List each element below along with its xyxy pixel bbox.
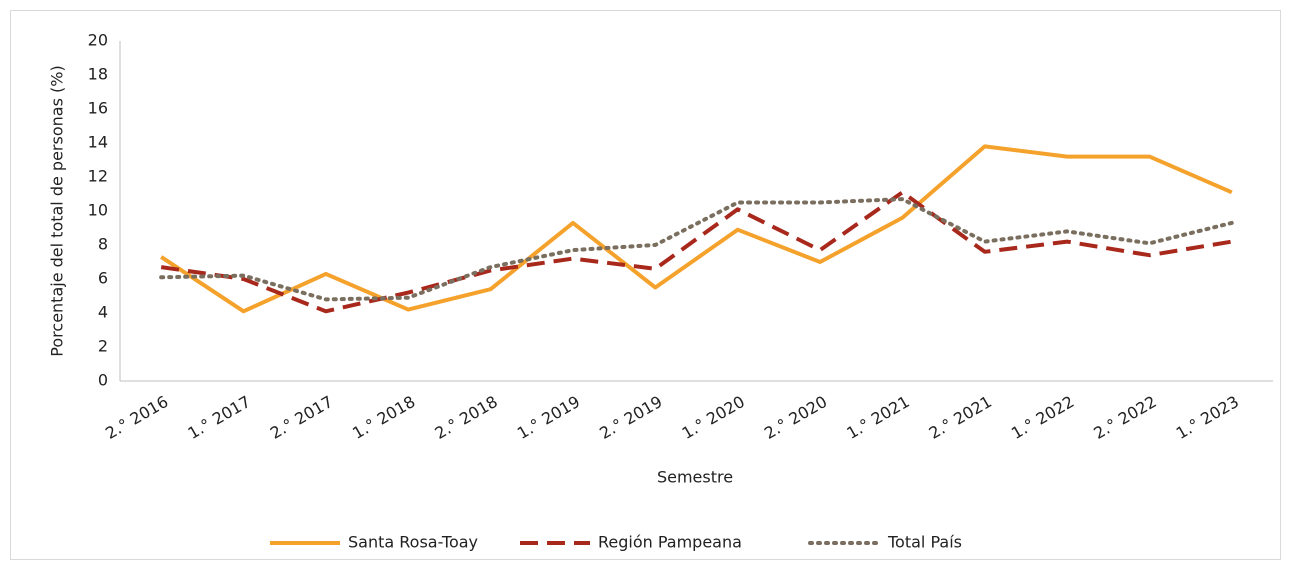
y-tick-label: 12 xyxy=(88,167,108,186)
y-tick-label: 6 xyxy=(98,269,108,288)
y-axis-label: Porcentaje del total de personas (%) xyxy=(48,65,67,356)
x-axis-label: Semestre xyxy=(657,468,733,487)
y-tick-label: 2 xyxy=(98,337,108,356)
chart-frame xyxy=(10,10,1281,560)
y-tick-label: 16 xyxy=(88,99,108,118)
y-tick-label: 14 xyxy=(88,133,108,152)
series-line xyxy=(159,197,1234,302)
y-tick-label: 4 xyxy=(98,303,108,322)
y-tick-label: 0 xyxy=(98,371,108,390)
series-line xyxy=(160,144,1233,314)
legend-label: Santa Rosa-Toay xyxy=(348,533,478,552)
legend-label: Región Pampeana xyxy=(598,533,742,552)
y-tick-label: 8 xyxy=(98,235,108,254)
y-tick-label: 18 xyxy=(88,65,108,84)
legend-label: Total País xyxy=(887,533,962,552)
y-tick-label: 20 xyxy=(88,31,108,50)
series-line xyxy=(160,190,1233,314)
y-tick-label: 10 xyxy=(88,201,108,220)
